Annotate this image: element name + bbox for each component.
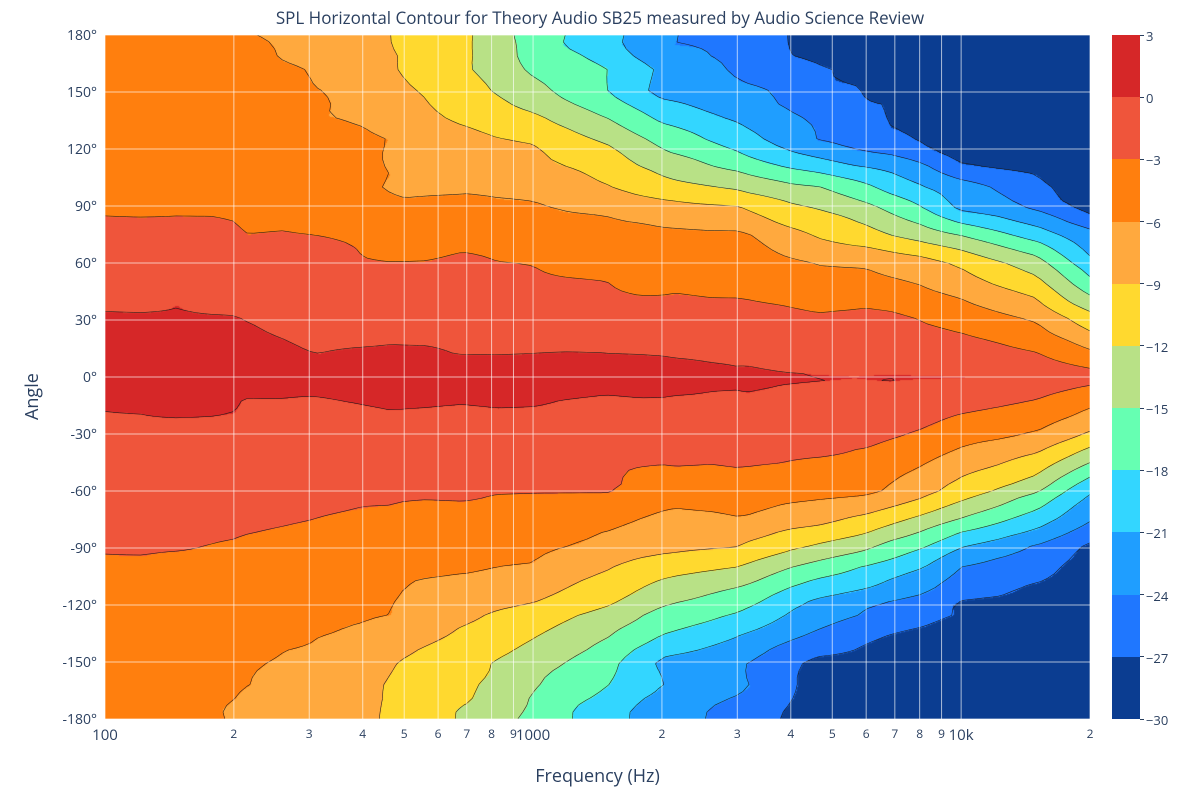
colorbar-segment (1112, 346, 1140, 409)
x-tick-minor: 2 (1070, 725, 1110, 742)
figure: SPL Horizontal Contour for Theory Audio … (0, 0, 1200, 800)
x-tick-minor: 2 (642, 725, 682, 742)
colorbar-tickmark (1140, 221, 1144, 222)
y-tick: 120° (37, 140, 97, 159)
colorbar-tickmark (1140, 719, 1144, 720)
x-tick-minor: 4 (771, 725, 811, 742)
colorbar-tickmark (1140, 345, 1144, 346)
y-tick: 180° (37, 26, 97, 45)
x-tick-minor: 3 (717, 725, 757, 742)
y-tick: 60° (37, 254, 97, 273)
colorbar-segment (1112, 159, 1140, 222)
colorbar-tickmark (1140, 656, 1144, 657)
y-tick: -120° (37, 596, 97, 615)
colorbar-tick: −9 (1146, 276, 1161, 294)
colorbar-segment (1112, 408, 1140, 471)
colorbar-tick: −15 (1146, 400, 1168, 418)
colorbar-segment (1112, 470, 1140, 533)
chart-title: SPL Horizontal Contour for Theory Audio … (0, 6, 1200, 29)
colorbar-tick: 0 (1146, 89, 1153, 107)
y-tick: -60° (37, 482, 97, 501)
colorbar-tick: −6 (1146, 214, 1161, 232)
x-tick-major: 100 (85, 725, 125, 745)
colorbar-segment (1112, 97, 1140, 160)
colorbar-segment (1112, 657, 1140, 720)
colorbar-tick: 3 (1146, 27, 1153, 45)
colorbar-tick: −12 (1146, 338, 1168, 356)
x-tick-minor: 4 (343, 725, 383, 742)
gridlines (105, 35, 1090, 719)
colorbar-segment (1112, 532, 1140, 595)
colorbar-tick: −21 (1146, 524, 1168, 542)
y-tick: 30° (37, 311, 97, 330)
x-axis-label: Frequency (Hz) (105, 764, 1090, 788)
colorbar-segment (1112, 595, 1140, 658)
colorbar-tickmark (1140, 470, 1144, 471)
colorbar-tickmark (1140, 283, 1144, 284)
x-tick-minor: 9 (493, 725, 533, 742)
colorbar-tick: −24 (1146, 587, 1168, 605)
y-tick: -150° (37, 653, 97, 672)
y-tick: 90° (37, 197, 97, 216)
colorbar-tickmark (1140, 408, 1144, 409)
y-tick: 0° (37, 368, 97, 387)
colorbar-tickmark (1140, 159, 1144, 160)
colorbar-tickmark (1140, 97, 1144, 98)
colorbar-tickmark (1140, 532, 1144, 533)
colorbar-segment (1112, 35, 1140, 98)
y-tick: 150° (37, 83, 97, 102)
colorbar-segment (1112, 222, 1140, 285)
colorbar-tick: −30 (1146, 711, 1168, 729)
colorbar-tick: −18 (1146, 462, 1168, 480)
y-tick: -30° (37, 425, 97, 444)
colorbar-tickmark (1140, 594, 1144, 595)
colorbar-tick: −27 (1146, 649, 1168, 667)
x-tick-minor: 9 (922, 725, 962, 742)
colorbar-tick: −3 (1146, 151, 1161, 169)
plot-area (105, 35, 1090, 719)
y-tick: -90° (37, 539, 97, 558)
colorbar-segment (1112, 284, 1140, 347)
colorbar: 30−3−6−9−12−15−18−21−24−27−30 (1112, 35, 1140, 719)
x-tick-minor: 3 (289, 725, 329, 742)
x-tick-minor: 2 (214, 725, 254, 742)
colorbar-tickmark (1140, 35, 1144, 36)
